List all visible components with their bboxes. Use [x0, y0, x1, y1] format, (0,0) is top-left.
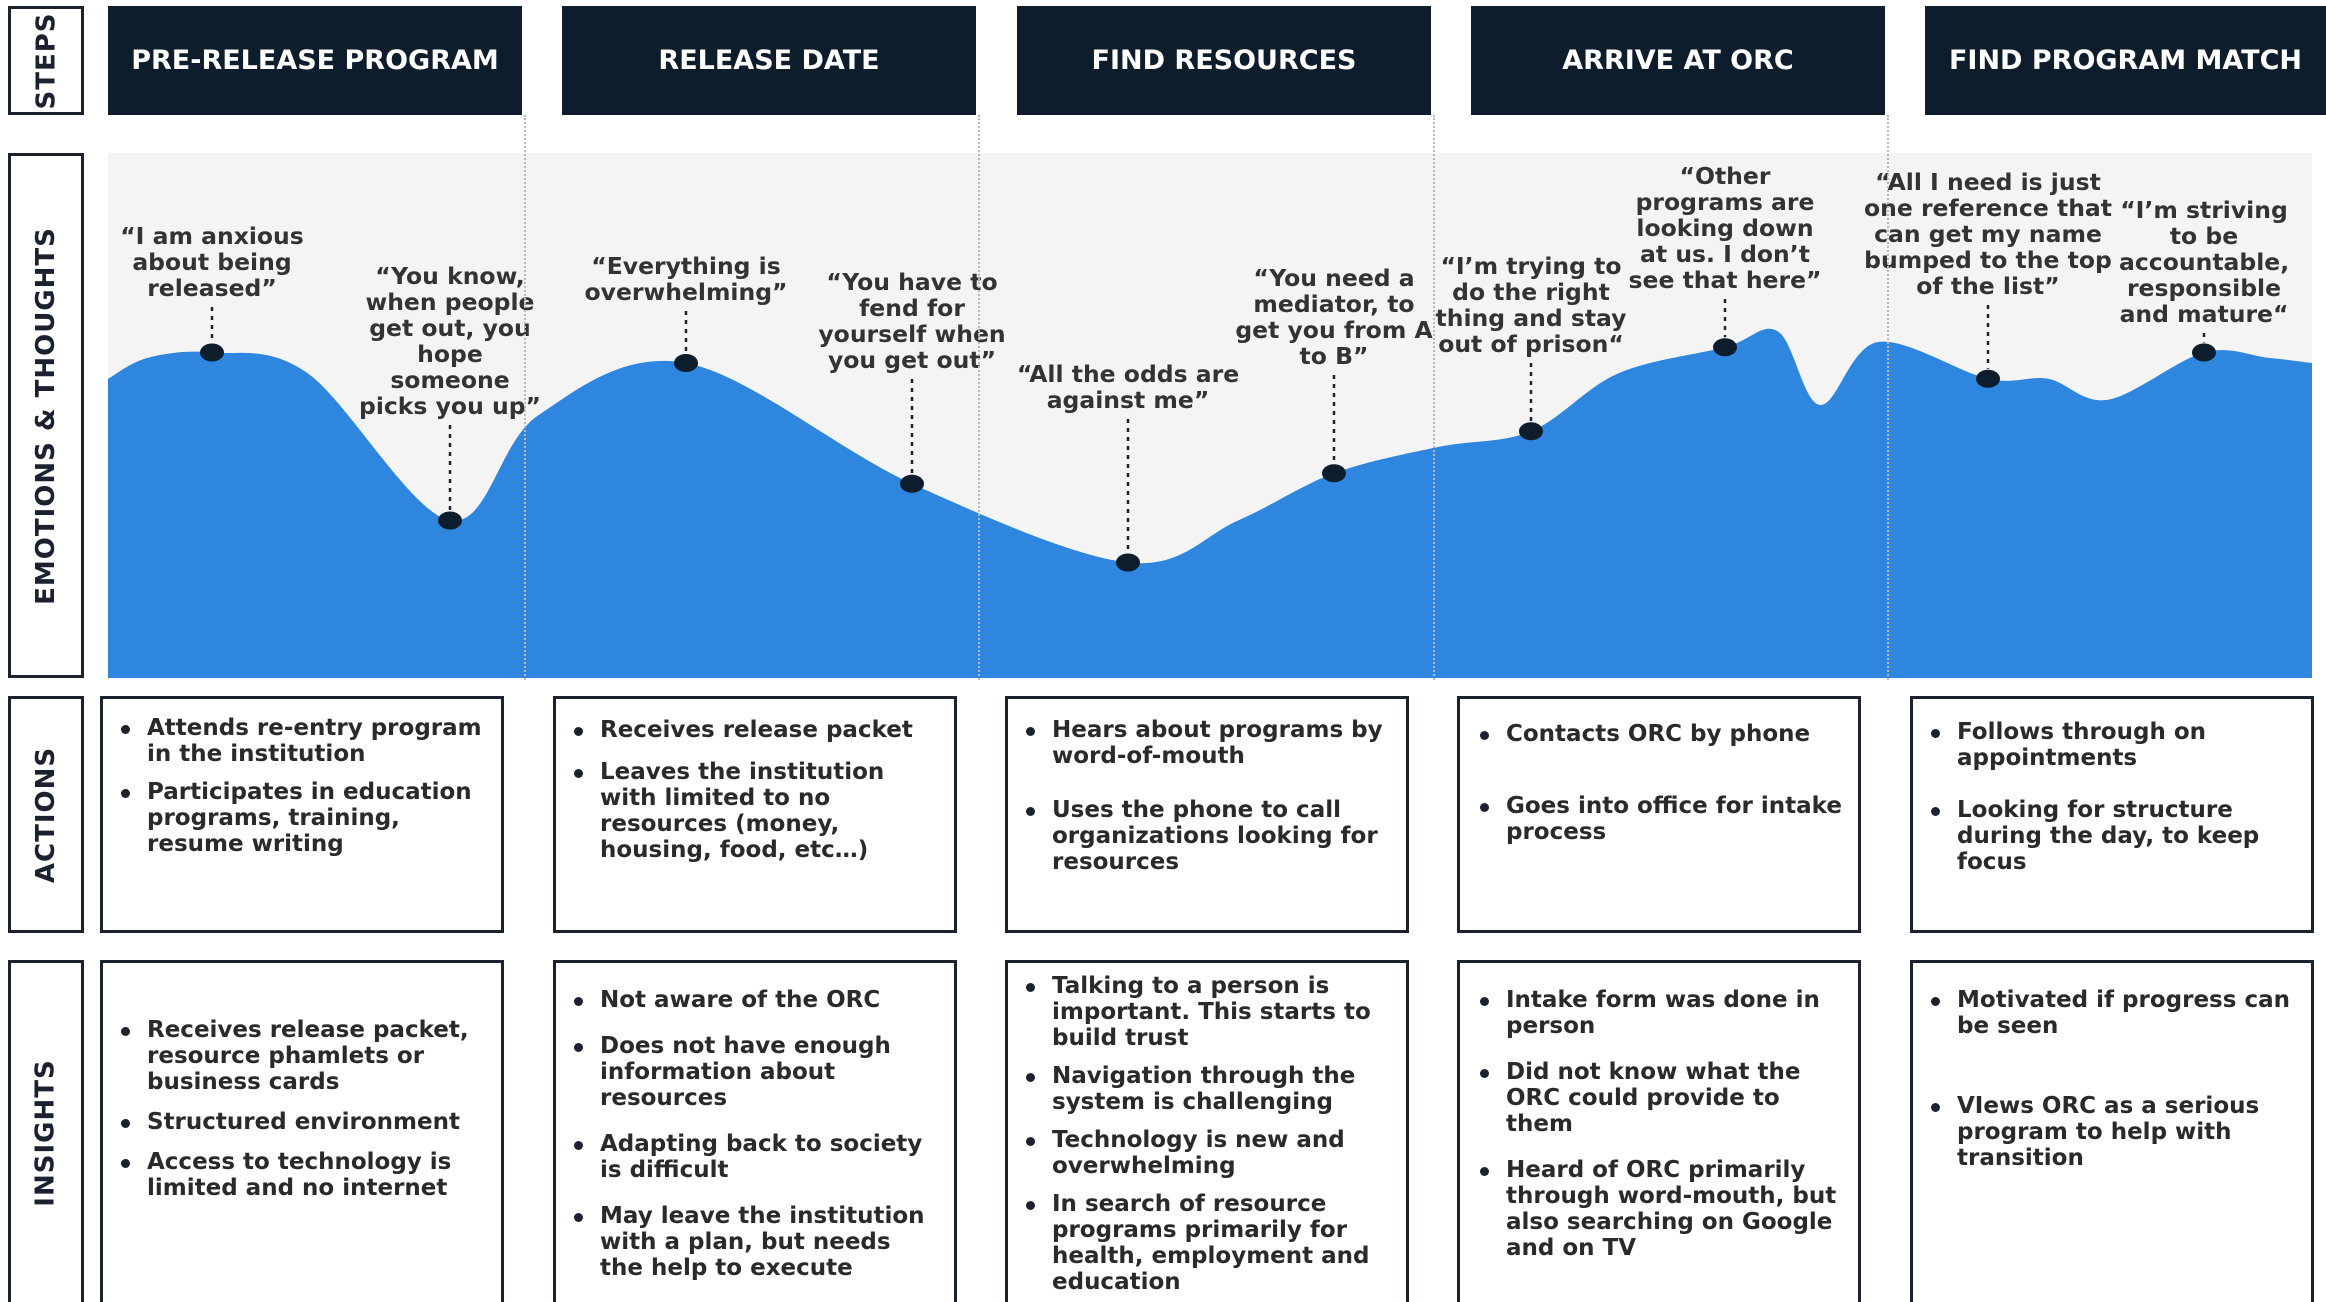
column-divider — [978, 115, 980, 680]
step-find-resources: FIND RESOURCES — [1017, 6, 1431, 115]
insight-item: Does not have enough information about r… — [564, 1033, 938, 1111]
row-label-actions: ACTIONS — [8, 696, 84, 933]
insight-item: Structured environment — [111, 1109, 485, 1135]
insight-item: In search of resource programs primarily… — [1016, 1191, 1396, 1295]
emotion-quote: “I’m striving to be accountable, respons… — [2119, 196, 2290, 328]
emotion-curve — [108, 328, 2312, 678]
emotion-marker — [1713, 338, 1737, 357]
emotion-curve-chart — [108, 299, 2312, 678]
emotion-marker — [2192, 343, 2216, 362]
step-arrive-orc: ARRIVE AT ORC — [1471, 6, 1885, 115]
emotion-marker — [1116, 553, 1140, 572]
step-find-program-match: FIND PROGRAM MATCH — [1925, 6, 2326, 115]
insight-item: Navigation through the system is challen… — [1016, 1063, 1396, 1115]
emotion-quote: “I’m trying to do the right thing and st… — [1435, 252, 1627, 358]
row-label-emotions: EMOTIONS & THOUGHTS — [8, 153, 84, 678]
emotion-quote: “All I need is just one reference that c… — [1863, 168, 2113, 300]
insights-box-4: Intake form was done in person Did not k… — [1457, 960, 1861, 1302]
action-item: Receives release packet — [564, 717, 938, 743]
insight-item: Did not know what the ORC could provide … — [1470, 1059, 1842, 1137]
emotion-marker — [674, 354, 698, 372]
insight-item: Technology is new and overwhelming — [1016, 1127, 1396, 1179]
insights-box-5: Motivated if progress can be seen VIews … — [1910, 960, 2314, 1302]
actions-box-1: Attends re-entry program in the institut… — [100, 696, 504, 933]
action-item: Leaves the institution with limited to n… — [564, 759, 938, 863]
column-divider — [1433, 115, 1435, 680]
emotion-panel: “I am anxious about being released” “You … — [108, 153, 2312, 678]
step-pre-release: PRE-RELEASE PROGRAM — [108, 6, 522, 115]
insight-item: Talking to a person is important. This s… — [1016, 973, 1396, 1051]
insights-box-2: Not aware of the ORC Does not have enoug… — [553, 960, 957, 1302]
action-item: Participates in education programs, trai… — [111, 779, 485, 857]
insight-item: Access to technology is limited and no i… — [111, 1149, 485, 1201]
actions-box-2: Receives release packet Leaves the insti… — [553, 696, 957, 933]
insight-item: Intake form was done in person — [1470, 987, 1842, 1039]
emotion-marker — [1322, 464, 1346, 483]
insight-item: Receives release packet, resource phamle… — [111, 1017, 485, 1095]
row-label-emotions-text: EMOTIONS & THOUGHTS — [31, 226, 62, 605]
action-item: Hears about programs by word-of-mouth — [1016, 717, 1390, 769]
insight-item: Motivated if progress can be seen — [1921, 987, 2295, 1039]
actions-box-5: Follows through on appointments Looking … — [1910, 696, 2314, 933]
action-item: Uses the phone to call organizations loo… — [1016, 797, 1390, 875]
emotion-marker — [438, 511, 462, 530]
emotion-quote: “All the odds are against me” — [1016, 360, 1240, 414]
action-item: Looking for structure during the day, to… — [1921, 797, 2295, 875]
emotion-quote: “You have to fend for yourself when you … — [818, 268, 1006, 374]
action-item: Goes into office for intake process — [1470, 793, 1842, 845]
row-label-insights: INSIGHTS — [8, 960, 84, 1302]
step-release-date: RELEASE DATE — [562, 6, 976, 115]
action-item: Attends re-entry program in the institut… — [111, 715, 485, 767]
row-label-insights-text: INSIGHTS — [31, 1058, 61, 1207]
column-divider — [524, 115, 526, 680]
insight-item: VIews ORC as a serious program to help w… — [1921, 1093, 2295, 1171]
emotion-marker — [1976, 369, 2000, 388]
row-label-actions-text: ACTIONS — [31, 746, 62, 883]
actions-box-3: Hears about programs by word-of-mouth Us… — [1005, 696, 1409, 933]
actions-box-4: Contacts ORC by phone Goes into office f… — [1457, 696, 1861, 933]
insight-item: May leave the institution with a plan, b… — [564, 1203, 938, 1281]
emotion-quote: “You need a mediator, to get you from A … — [1235, 264, 1433, 370]
row-label-steps-text: STEPS — [31, 11, 62, 110]
action-item: Contacts ORC by phone — [1470, 721, 1842, 747]
insights-box-1: Receives release packet, resource phamle… — [100, 960, 504, 1302]
insights-box-3: Talking to a person is important. This s… — [1005, 960, 1409, 1302]
insight-item: Adapting back to society is difficult — [564, 1131, 938, 1183]
insight-item: Not aware of the ORC — [564, 987, 938, 1013]
emotion-quote: “Other programs are looking down at us. … — [1628, 162, 1822, 294]
action-item: Follows through on appointments — [1921, 719, 2295, 771]
emotion-marker — [1519, 422, 1543, 441]
column-divider — [1887, 115, 1889, 680]
emotion-marker — [900, 474, 924, 493]
emotion-quote: “I am anxious about being released” — [120, 222, 304, 302]
row-label-steps: STEPS — [8, 6, 84, 115]
emotion-quote: “Everything is overwhelming” — [584, 252, 788, 306]
emotion-quote: “You know, when people get out, you hope… — [359, 262, 541, 420]
insight-item: Heard of ORC primarily through word-mout… — [1470, 1157, 1842, 1261]
emotion-marker — [200, 343, 224, 362]
